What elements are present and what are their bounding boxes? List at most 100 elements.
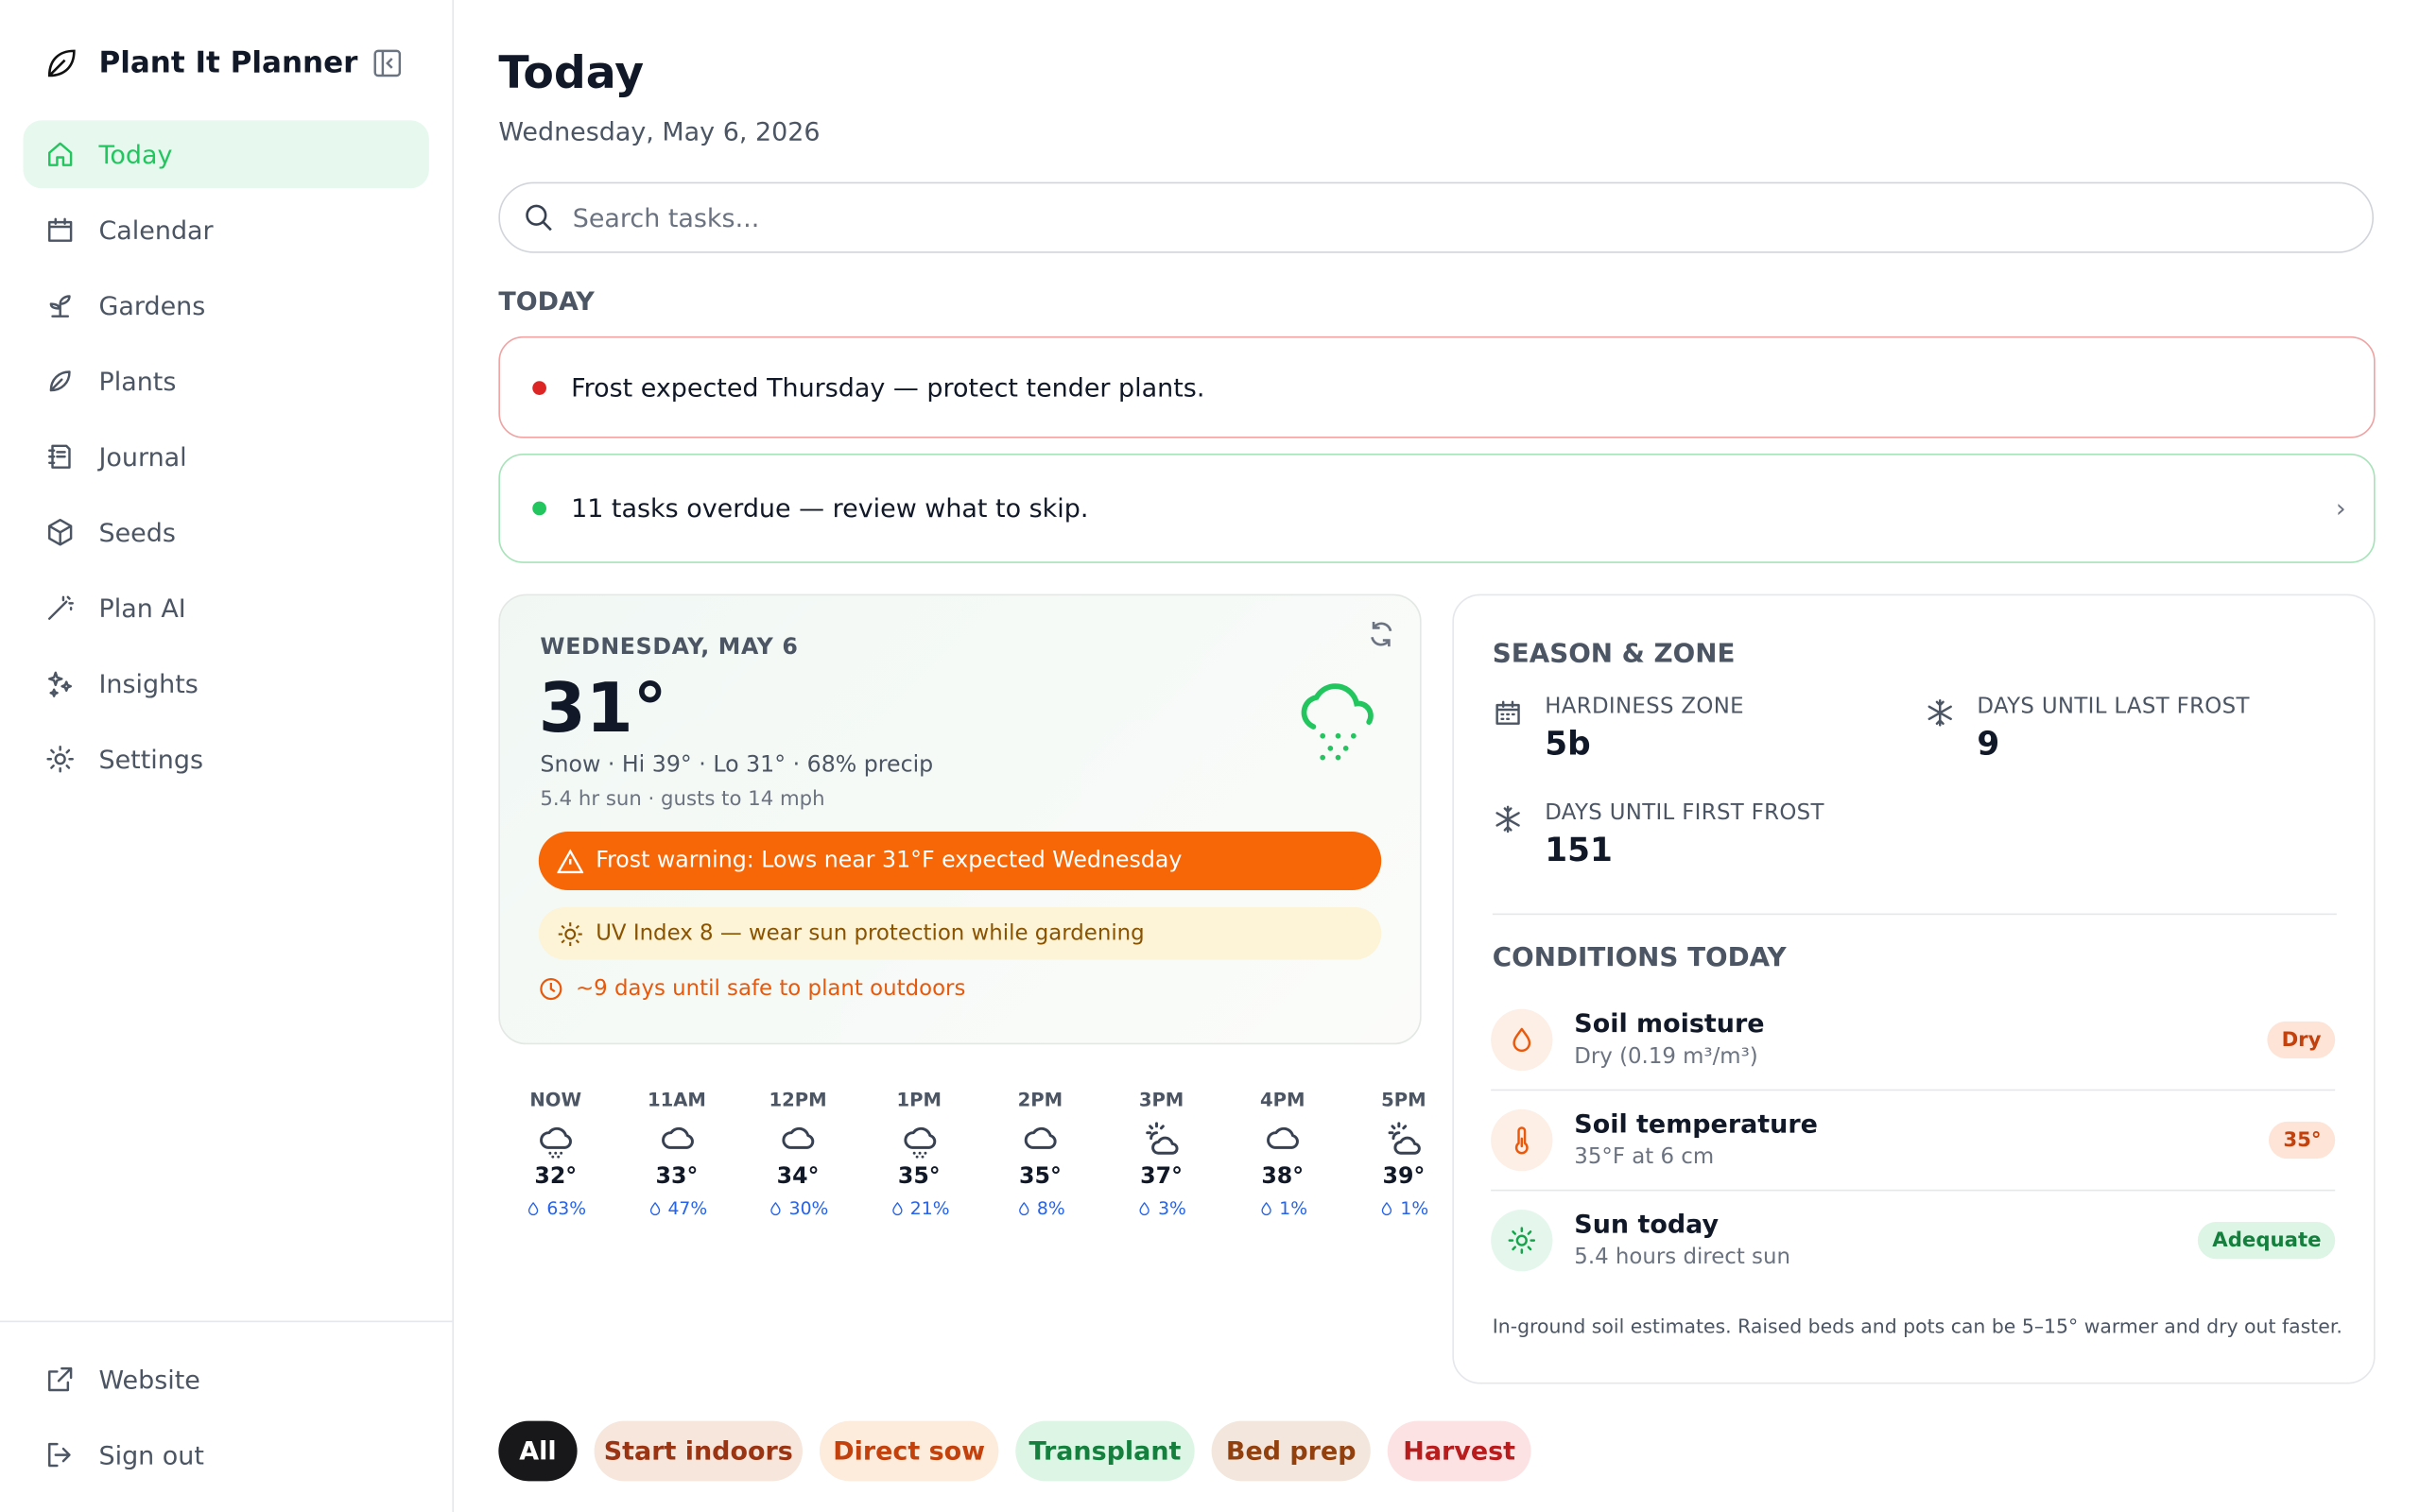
icon — [48, 142, 73, 166]
frost-alert[interactable]: Frost expected Thursday — protect tender… — [498, 335, 2376, 438]
icon-path — [649, 1201, 660, 1215]
hour-precip: 3% — [1115, 1197, 1208, 1219]
season-stat: DAYS UNTIL FIRST FROST 151 — [1493, 800, 1824, 868]
filter-chip[interactable]: Harvest — [1387, 1420, 1531, 1482]
divider — [1492, 913, 2337, 916]
warning-icon — [557, 848, 584, 873]
nav-item[interactable]: Gardens — [23, 271, 428, 339]
hour-precip: 47% — [631, 1197, 723, 1219]
icon — [49, 370, 71, 392]
nav-item[interactable]: Seeds — [23, 498, 428, 566]
precip-value: 30% — [788, 1196, 829, 1219]
uv-notice: UV Index 8 — wear sun protection while g… — [538, 906, 1382, 960]
footer-label: Website — [98, 1365, 200, 1395]
condition-icon — [1491, 1108, 1553, 1172]
nav-item[interactable]: Plants — [23, 347, 428, 415]
footer-item[interactable]: Sign out — [23, 1421, 428, 1489]
plant-safe-text: ~9 days until safe to plant outdoors — [575, 976, 966, 1002]
icon — [48, 1442, 71, 1468]
icon-path — [1024, 1126, 1057, 1149]
hour-temp: 35° — [1019, 1164, 1062, 1190]
condition-name: Soil moisture — [1574, 1008, 1765, 1039]
icon-path — [48, 595, 74, 620]
nav-label: Settings — [98, 744, 203, 774]
precip-value: 1% — [1400, 1196, 1429, 1219]
precip-value: 8% — [1036, 1196, 1065, 1219]
section-label: TODAY — [498, 286, 595, 317]
hour-temp: 33° — [655, 1164, 699, 1190]
icon — [1387, 1122, 1420, 1155]
icon-path — [49, 295, 71, 318]
hour-precip: 8% — [994, 1197, 1086, 1219]
nav-item[interactable]: Journal — [23, 422, 428, 490]
icon — [1495, 805, 1520, 833]
hour-time: 1PM — [896, 1089, 942, 1111]
clock-icon — [540, 977, 562, 1001]
sun-icon — [558, 921, 582, 946]
icon-path — [1514, 1126, 1529, 1155]
condition-name: Soil temperature — [1574, 1108, 1818, 1139]
condition-badge: 35° — [2269, 1121, 2336, 1160]
icon-path — [1261, 1201, 1271, 1215]
condition-row: Sun today 5.4 hours direct sun Adequate — [1491, 1191, 2336, 1289]
weather-date: WEDNESDAY, MAY 6 — [540, 635, 799, 661]
icon-path — [48, 518, 73, 546]
icon-path — [1267, 1126, 1299, 1149]
icon-path — [49, 370, 71, 392]
nav-item[interactable]: Today — [23, 120, 429, 189]
icon — [903, 1126, 936, 1159]
condition-name: Sun today — [1574, 1209, 1720, 1240]
nav-item[interactable]: Settings — [23, 725, 428, 793]
icon-path — [48, 1442, 71, 1468]
hour-item: 2PM 35° 8% — [994, 1090, 1086, 1219]
season-stat: HARDINESS ZONE 5b — [1493, 695, 1744, 763]
icon — [49, 295, 71, 318]
hour-item: 12PM 34° 30% — [752, 1090, 844, 1219]
condition-detail: Dry (0.19 m³/m³) — [1574, 1044, 1758, 1070]
snow-icon — [1301, 683, 1374, 761]
icon — [1145, 1122, 1178, 1155]
precip-value: 21% — [909, 1196, 950, 1219]
refresh-button[interactable] — [1366, 619, 1397, 650]
nav-item[interactable]: Insights — [23, 649, 428, 717]
icon-path — [1927, 698, 1952, 727]
nav-label: Journal — [98, 441, 187, 472]
page-date: Wednesday, May 6, 2026 — [498, 117, 821, 147]
hour-time: 4PM — [1259, 1089, 1305, 1111]
icon-path — [48, 142, 73, 166]
hour-item: 3PM 37° 3% — [1115, 1090, 1208, 1219]
page-title: Today — [498, 45, 645, 99]
app-name: Plant It Planner — [98, 45, 358, 80]
icon-path — [48, 217, 73, 242]
search-box[interactable]: Search tasks... — [498, 181, 2375, 253]
filter-chip[interactable]: Start indoors — [594, 1420, 803, 1482]
icon — [770, 1201, 781, 1215]
filter-chip[interactable]: Direct sow — [819, 1420, 999, 1482]
hour-temp: 38° — [1261, 1164, 1305, 1190]
icon — [1018, 1201, 1029, 1215]
filter-chip[interactable]: Transplant — [1015, 1420, 1195, 1482]
hour-item: NOW 32° 63% — [510, 1090, 602, 1219]
icon-path — [770, 1201, 781, 1215]
hour-item: 11AM 33° 47% — [631, 1090, 723, 1219]
precip-value: 63% — [546, 1196, 587, 1219]
stat-text: DAYS UNTIL FIRST FROST 151 — [1545, 800, 1824, 868]
alert-text: Frost expected Thursday — protect tender… — [571, 372, 1205, 403]
conditions-note: In-ground soil estimates. Raised beds an… — [1492, 1314, 2342, 1338]
stat-value: 151 — [1545, 831, 1613, 869]
filter-chip[interactable]: Bed prep — [1211, 1420, 1371, 1482]
overdue-alert[interactable]: 11 tasks overdue — review what to skip. › — [498, 453, 2376, 563]
icon — [528, 1201, 539, 1215]
icon-path — [528, 1201, 539, 1215]
footer-item[interactable]: Website — [23, 1346, 428, 1414]
nav-label: Plan AI — [98, 593, 186, 623]
hour-time: 5PM — [1381, 1089, 1426, 1111]
collapse-button[interactable] — [373, 49, 402, 77]
stat-text: DAYS UNTIL LAST FROST 9 — [1977, 695, 2249, 763]
filter-chip[interactable]: All — [498, 1420, 578, 1482]
nav-item[interactable]: Calendar — [23, 196, 428, 264]
icon — [48, 217, 73, 242]
nav-item[interactable]: Plan AI — [23, 574, 428, 642]
nav-label: Insights — [98, 668, 199, 698]
